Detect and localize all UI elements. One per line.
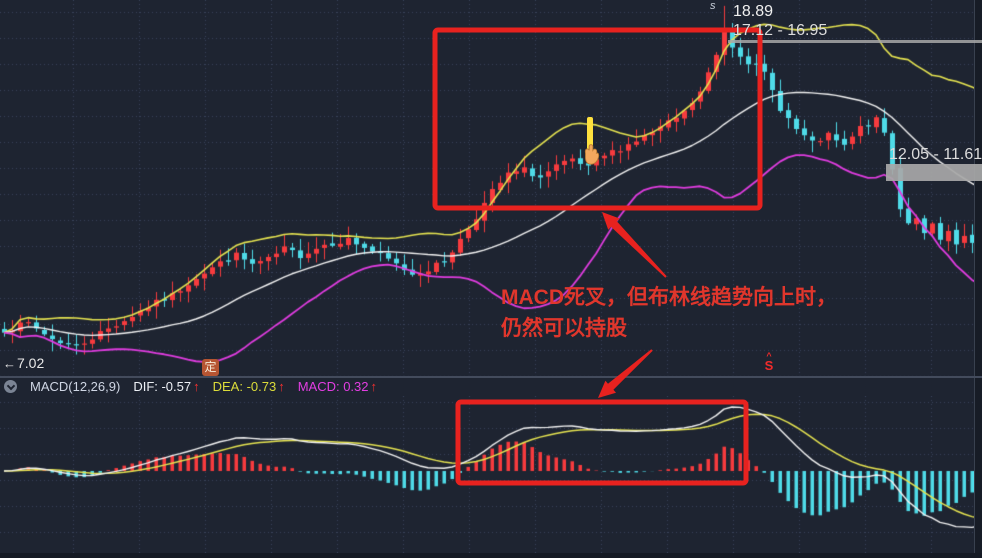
analysis-note-text: MACD死叉，但布林线趋势向上时， 仍然可以持股	[501, 286, 837, 340]
peak-price-label: 18.89	[733, 3, 774, 20]
price-axis-gutter	[974, 0, 982, 558]
peak-small-marker: s	[710, 0, 716, 12]
dea-readout: DEA: -0.73 ↑	[212, 379, 285, 394]
hand-cursor-icon	[580, 142, 602, 173]
dif-up-arrow-icon: ↑	[193, 379, 200, 394]
dif-readout: DIF: -0.57 ↑	[133, 379, 200, 394]
sell-signal-marker[interactable]: ^ S	[764, 351, 774, 373]
low-price-label: ←7.02	[3, 355, 45, 371]
macd-chart-canvas[interactable]	[0, 396, 982, 558]
ding-note-badge[interactable]: 定	[202, 359, 219, 376]
indicator-header: MACD(12,26,9) DIF: -0.57 ↑ DEA: -0.73 ↑ …	[0, 377, 982, 396]
panel-divider	[0, 376, 982, 378]
collapse-indicator-button[interactable]	[4, 380, 17, 393]
bottom-edge	[0, 553, 982, 558]
dea-up-arrow-icon: ↑	[278, 379, 285, 394]
left-arrow-icon: ←	[3, 356, 16, 371]
macd-readout: MACD: 0.32 ↑	[297, 379, 378, 394]
price-range-label-top: 17.12 - 16.95	[733, 22, 828, 39]
indicator-title: MACD(12,26,9)	[30, 379, 121, 394]
price-range-label-mid: 12.05 - 11.61	[889, 146, 982, 163]
macd-up-arrow-icon: ↑	[370, 379, 378, 394]
